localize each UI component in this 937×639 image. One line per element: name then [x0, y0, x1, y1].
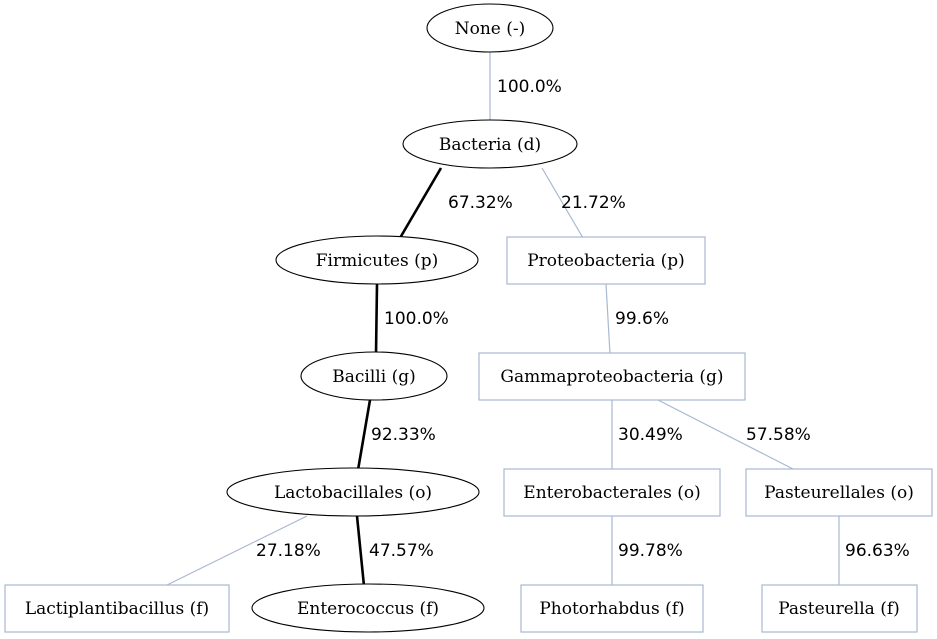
edge-label-proteobacteria-gammaproteobacteria: 99.6%: [615, 309, 669, 329]
node-firmicutes-shape: [275, 235, 479, 285]
node-firmicutes-label: Firmicutes (p): [316, 251, 439, 271]
node-photorhabdus-shape: [520, 584, 704, 633]
edge-label-gammaproteobacteria-enterobacterales: 30.49%: [618, 425, 683, 445]
edge-bacilli-lactobacillales: [356, 399, 372, 471]
node-firmicutes[interactable]: Firmicutes (p): [275, 235, 479, 285]
node-pasteurella[interactable]: Pasteurella (f): [761, 584, 918, 633]
node-lactiplantibacillus-shape: [4, 584, 230, 633]
node-lactobacillales[interactable]: Lactobacillales (o): [226, 467, 480, 517]
node-enterobacterales-label: Enterobacterales (o): [523, 483, 700, 503]
node-none[interactable]: None (-): [426, 3, 554, 53]
edge-bacteria-firmicutes: [398, 167, 443, 239]
node-bacilli-shape: [300, 351, 448, 401]
node-gammaproteobacteria-label: Gammaproteobacteria (g): [500, 367, 723, 387]
edge-proteobacteria-gammaproteobacteria: [605, 283, 611, 355]
edge-label-bacilli-lactobacillales: 92.33%: [371, 425, 436, 445]
node-bacteria[interactable]: Bacteria (d): [402, 119, 578, 169]
edge-label-bacteria-firmicutes: 67.32%: [448, 193, 513, 213]
node-pasteurella-label: Pasteurella (f): [778, 599, 900, 619]
edge-label-none-bacteria: 100.0%: [497, 77, 562, 97]
node-photorhabdus-label: Photorhabdus (f): [539, 599, 684, 619]
edge-label-bacteria-proteobacteria: 21.72%: [561, 193, 626, 213]
edges: [164, 52, 840, 587]
node-proteobacteria-shape: [506, 236, 706, 285]
node-none-label: None (-): [455, 19, 526, 39]
node-gammaproteobacteria[interactable]: Gammaproteobacteria (g): [478, 352, 746, 401]
node-proteobacteria-label: Proteobacteria (p): [527, 251, 685, 271]
edge-lactobacillales-lactiplantibacillus: [164, 515, 308, 587]
edge-label-enterobacterales-photorhabdus: 99.78%: [618, 541, 683, 561]
node-enterococcus-label: Enterococcus (f): [297, 599, 439, 619]
node-none-shape: [426, 3, 554, 53]
node-bacteria-label: Bacteria (d): [439, 135, 541, 155]
node-pasteurellales-label: Pasteurellales (o): [764, 483, 914, 503]
edge-label-firmicutes-bacilli: 100.0%: [384, 309, 449, 329]
node-lactobacillales-shape: [226, 467, 480, 517]
node-bacilli-label: Bacilli (g): [332, 367, 415, 387]
node-enterobacterales[interactable]: Enterobacterales (o): [503, 468, 721, 517]
node-enterococcus[interactable]: Enterococcus (f): [251, 583, 485, 633]
node-bacteria-shape: [402, 119, 578, 169]
nodes: None (-) Bacteria (d) Firmicutes (p) Pro…: [4, 3, 933, 633]
edge-gammaproteobacteria-pasteurellales: [657, 399, 796, 471]
edge-label-lactobacillales-lactiplantibacillus: 27.18%: [256, 541, 321, 561]
node-lactiplantibacillus-label: Lactiplantibacillus (f): [25, 599, 209, 619]
node-enterococcus-shape: [251, 583, 485, 633]
edge-lactobacillales-enterococcus: [355, 515, 366, 587]
node-gammaproteobacteria-shape: [478, 352, 746, 401]
node-pasteurellales[interactable]: Pasteurellales (o): [745, 468, 933, 517]
node-pasteurella-shape: [761, 584, 918, 633]
edge-label-lactobacillales-enterococcus: 47.57%: [369, 541, 434, 561]
node-lactiplantibacillus[interactable]: Lactiplantibacillus (f): [4, 584, 230, 633]
edge-labels: 100.0% 67.32% 21.72% 100.0% 99.6% 92.33%…: [256, 77, 910, 561]
edge-label-pasteurellales-pasteurella: 96.63%: [845, 541, 910, 561]
edge-bacteria-proteobacteria: [541, 167, 584, 239]
node-proteobacteria[interactable]: Proteobacteria (p): [506, 236, 706, 285]
edge-label-gammaproteobacteria-pasteurellales: 57.58%: [746, 425, 811, 445]
node-enterobacterales-shape: [503, 468, 721, 517]
node-photorhabdus[interactable]: Photorhabdus (f): [520, 584, 704, 633]
node-pasteurellales-shape: [745, 468, 933, 517]
edge-firmicutes-bacilli: [374, 283, 379, 355]
node-bacilli[interactable]: Bacilli (g): [300, 351, 448, 401]
node-lactobacillales-label: Lactobacillales (o): [274, 483, 432, 503]
